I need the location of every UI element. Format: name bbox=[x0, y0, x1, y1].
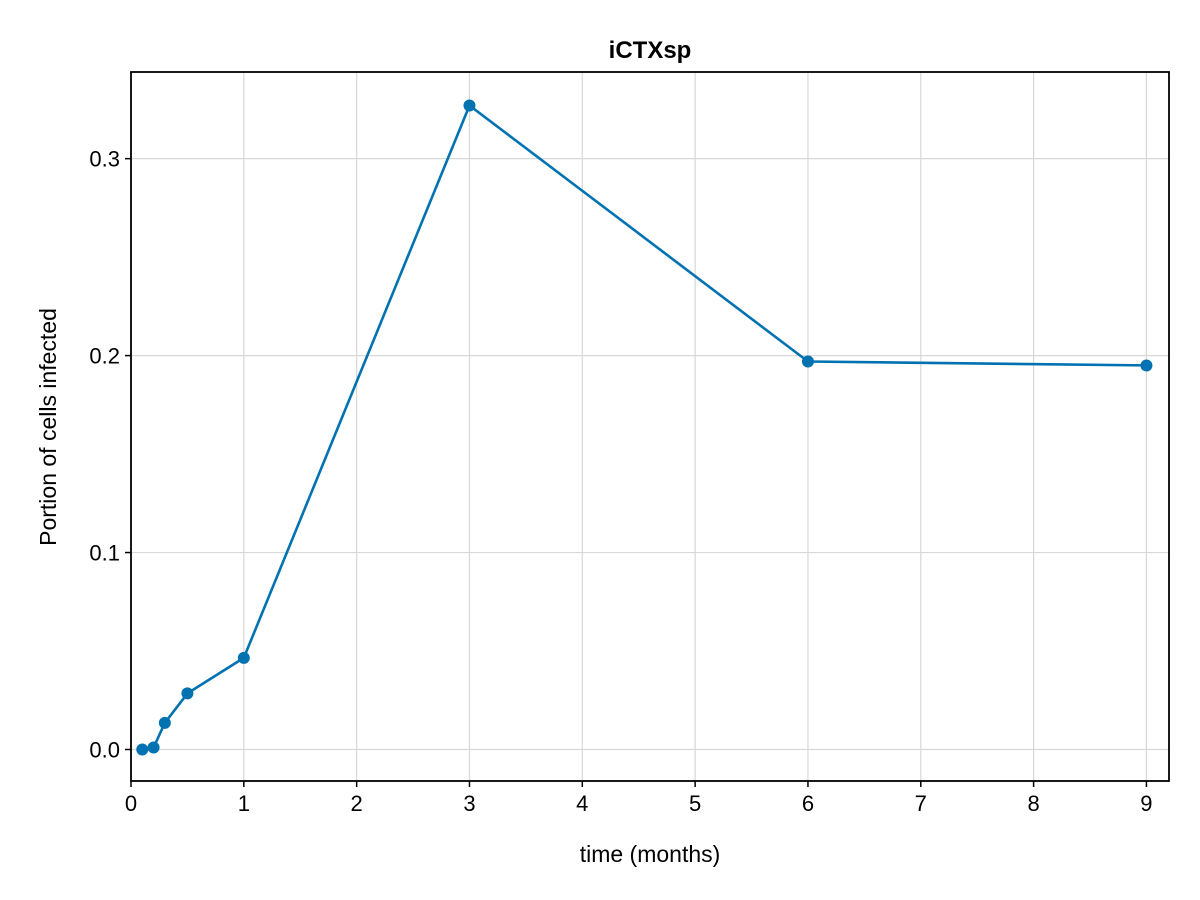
y-axis-label: Portion of cells infected bbox=[35, 308, 61, 546]
x-tick-label: 3 bbox=[463, 791, 475, 816]
x-tick-label: 2 bbox=[351, 791, 363, 816]
chart-title: iCTXsp bbox=[609, 37, 692, 64]
y-tick-label: 0.2 bbox=[89, 344, 120, 369]
data-point bbox=[801, 355, 814, 368]
plot-frame bbox=[130, 71, 1170, 782]
x-tick-label: 6 bbox=[802, 791, 814, 816]
y-tick-label: 0.1 bbox=[89, 541, 120, 566]
x-tick-label: 4 bbox=[576, 791, 588, 816]
x-tick-label: 8 bbox=[1027, 791, 1039, 816]
data-point bbox=[237, 651, 250, 664]
gridlines bbox=[130, 72, 1169, 781]
x-axis-label: time (months) bbox=[580, 841, 721, 867]
data-point bbox=[136, 743, 149, 756]
series-layer bbox=[136, 99, 1153, 756]
data-point bbox=[1140, 359, 1153, 372]
y-tick-label: 0.0 bbox=[89, 737, 120, 762]
data-point bbox=[181, 687, 194, 700]
x-tick-label: 0 bbox=[125, 791, 137, 816]
x-tick-label: 9 bbox=[1140, 791, 1152, 816]
x-axis-ticks: 0 1 2 3 4 5 6 7 8 9 bbox=[125, 781, 1153, 816]
x-tick-label: 5 bbox=[689, 791, 701, 816]
x-tick-label: 7 bbox=[915, 791, 927, 816]
y-tick-label: 0.3 bbox=[89, 147, 120, 172]
data-point bbox=[158, 716, 171, 729]
y-axis-ticks: 0.0 0.1 0.2 0.3 bbox=[89, 147, 131, 762]
data-point bbox=[463, 99, 476, 112]
data-point bbox=[147, 741, 160, 754]
series-line bbox=[142, 104, 1147, 751]
x-tick-label: 1 bbox=[238, 791, 250, 816]
